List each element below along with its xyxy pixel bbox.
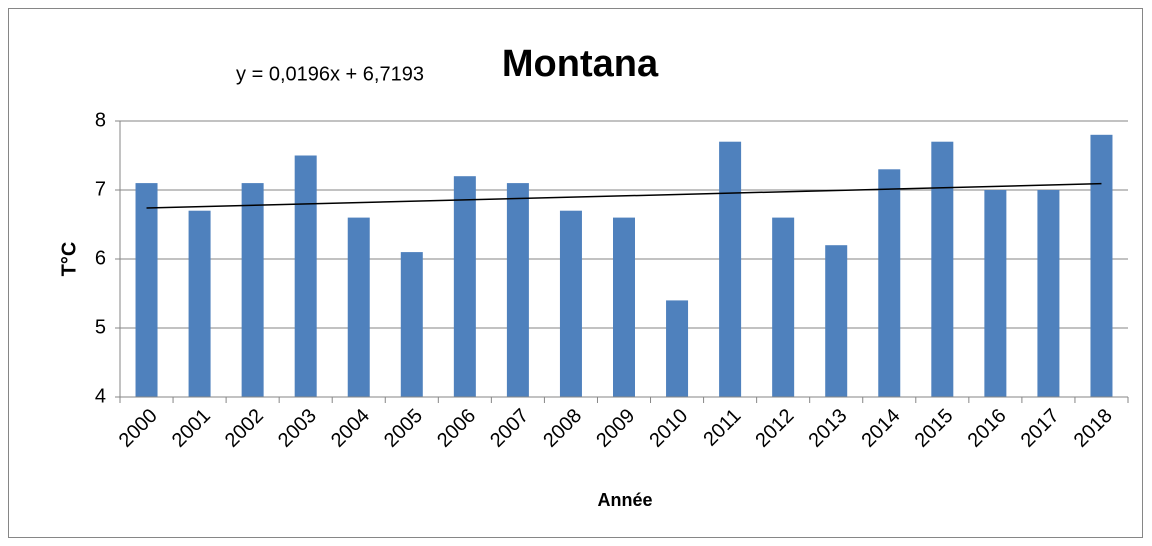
bar bbox=[559, 210, 582, 397]
bar bbox=[241, 183, 264, 397]
bar bbox=[772, 217, 795, 397]
bar bbox=[453, 176, 476, 397]
bar bbox=[719, 141, 742, 397]
x-axis-label: Année bbox=[597, 490, 652, 510]
y-tick-label: 5 bbox=[95, 316, 106, 338]
trendline bbox=[146, 182, 1102, 209]
chart-title: Montana bbox=[502, 43, 659, 85]
bar bbox=[666, 300, 689, 397]
bar bbox=[878, 169, 901, 397]
trendline-equation: y = 0,0196x + 6,7193 bbox=[236, 63, 424, 85]
bar bbox=[825, 245, 848, 397]
bar bbox=[135, 183, 158, 397]
bar bbox=[1090, 134, 1113, 398]
bar bbox=[613, 217, 635, 397]
y-tick-label: 4 bbox=[95, 385, 106, 407]
bar bbox=[400, 252, 423, 397]
bar bbox=[1037, 190, 1060, 397]
bar bbox=[931, 141, 954, 397]
y-tick-label: 8 bbox=[95, 109, 106, 131]
bar bbox=[506, 183, 529, 397]
y-tick-label: 6 bbox=[95, 247, 106, 269]
y-axis-label: T°C bbox=[58, 242, 80, 277]
bar bbox=[188, 210, 211, 397]
bar bbox=[294, 155, 317, 397]
bar bbox=[347, 217, 370, 397]
bar bbox=[984, 190, 1007, 397]
y-tick-label: 7 bbox=[95, 178, 106, 200]
